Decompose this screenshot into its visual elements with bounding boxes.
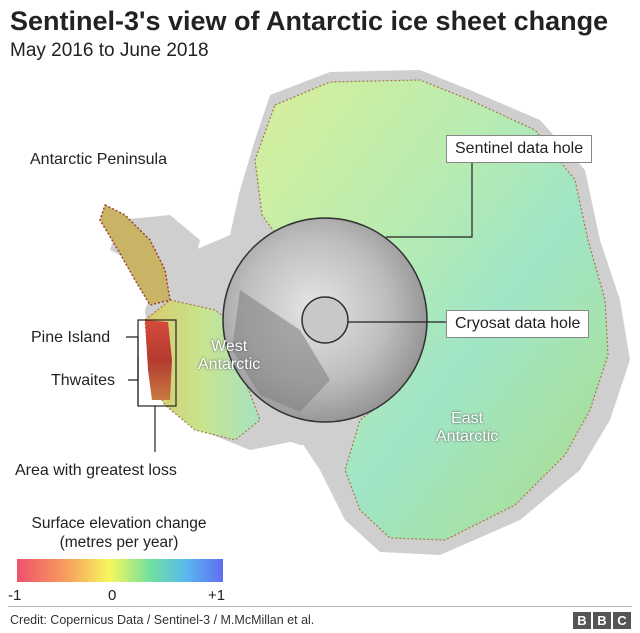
label-sentinel-data-hole: Sentinel data hole: [446, 135, 593, 163]
label-west-antarctic: West Antarctic: [198, 338, 261, 373]
legend-tick-mid: 0: [108, 587, 117, 604]
greatest-loss-region: [145, 320, 172, 400]
bbc-logo-letter: C: [613, 612, 631, 629]
greatest-loss-box: [137, 319, 177, 407]
credit-text: Credit: Copernicus Data / Sentinel-3 / M…: [10, 613, 315, 627]
label-greatest-loss: Area with greatest loss: [15, 462, 177, 479]
west-hole-shading: [232, 290, 330, 412]
page-subtitle: May 2016 to June 2018: [10, 40, 209, 61]
footer-divider: [8, 606, 632, 607]
cryosat-data-hole: [301, 296, 349, 344]
bbc-logo: B B C: [573, 612, 631, 629]
label-pine-island: Pine Island: [31, 329, 111, 346]
bbc-logo-letter: B: [573, 612, 591, 629]
label-east-antarctic: East Antarctic: [436, 410, 499, 445]
label-cryosat-data-hole: Cryosat data hole: [446, 310, 590, 338]
bbc-logo-letter: B: [593, 612, 611, 629]
page-title: Sentinel-3's view of Antarctic ice sheet…: [10, 6, 609, 36]
label-antarctic-peninsula: Antarctic Peninsula: [30, 151, 167, 168]
legend-title: Surface elevation change (metres per yea…: [31, 515, 207, 551]
label-thwaites: Thwaites: [51, 372, 116, 389]
legend-color-bar: [17, 559, 223, 582]
antarctic-peninsula-region: [99, 203, 171, 306]
legend-tick-min: -1: [8, 587, 22, 604]
legend-tick-max: +1: [208, 587, 226, 604]
east-antarctica-region: [254, 79, 609, 541]
